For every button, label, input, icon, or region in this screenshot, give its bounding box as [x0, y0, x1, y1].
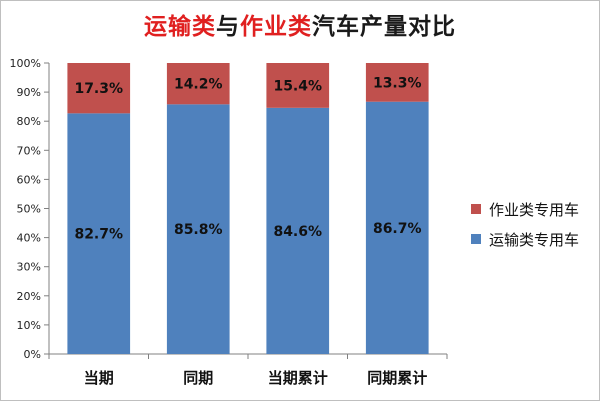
y-tick-label: 0% [24, 348, 41, 361]
y-tick-label: 30% [17, 261, 41, 274]
chart-title-part-and: 与 [216, 13, 240, 40]
chart-title: 运输类与作业类汽车产量对比 [1, 7, 599, 41]
y-tick-label: 50% [17, 203, 41, 216]
y-tick-label: 100% [10, 57, 41, 70]
chart-title-part-rest: 汽车产量对比 [312, 13, 456, 40]
y-tick-label: 90% [17, 86, 41, 99]
x-tick-label: 当期累计 [268, 369, 328, 387]
legend-item-work: 作业类专用车 [471, 198, 579, 220]
x-tick-label: 同期累计 [367, 369, 427, 387]
y-tick-label: 60% [17, 173, 41, 186]
chart-title-part-work: 作业类 [240, 13, 312, 40]
data-label-work: 17.3% [74, 81, 123, 97]
bar-segment-transport [266, 107, 330, 355]
data-label-transport: 82.7% [74, 227, 123, 243]
y-tick-label: 40% [17, 232, 41, 245]
data-label-work: 14.2% [174, 77, 223, 93]
bar-segment-transport [365, 101, 429, 354]
legend-label-work: 作业类专用车 [489, 200, 580, 219]
data-label-transport: 86.7% [373, 221, 422, 237]
bar-segment-transport [67, 113, 131, 354]
y-tick-label: 10% [17, 319, 41, 332]
y-tick-label: 80% [17, 115, 41, 128]
x-tick-label: 同期 [183, 369, 213, 387]
legend-label-transport: 运输类专用车 [489, 230, 580, 249]
bar-segment-work [166, 63, 230, 105]
bar-segment-work [67, 63, 131, 114]
bar-segment-transport [166, 104, 230, 355]
y-tick-label: 70% [17, 144, 41, 157]
chart-legend: 作业类专用车 运输类专用车 [471, 198, 579, 258]
bar-segment-work [266, 63, 330, 108]
data-label-transport: 85.8% [174, 222, 223, 238]
chart-title-part-transport: 运输类 [144, 13, 216, 40]
data-label-transport: 84.6% [273, 224, 322, 240]
data-label-work: 13.3% [373, 75, 422, 91]
legend-swatch-transport [471, 234, 481, 244]
x-tick-label: 当期 [84, 369, 114, 387]
legend-item-transport: 运输类专用车 [471, 228, 579, 250]
data-label-work: 15.4% [273, 78, 322, 94]
bar-segment-work [365, 63, 429, 102]
legend-swatch-work [471, 204, 481, 214]
y-tick-label: 20% [17, 290, 41, 303]
